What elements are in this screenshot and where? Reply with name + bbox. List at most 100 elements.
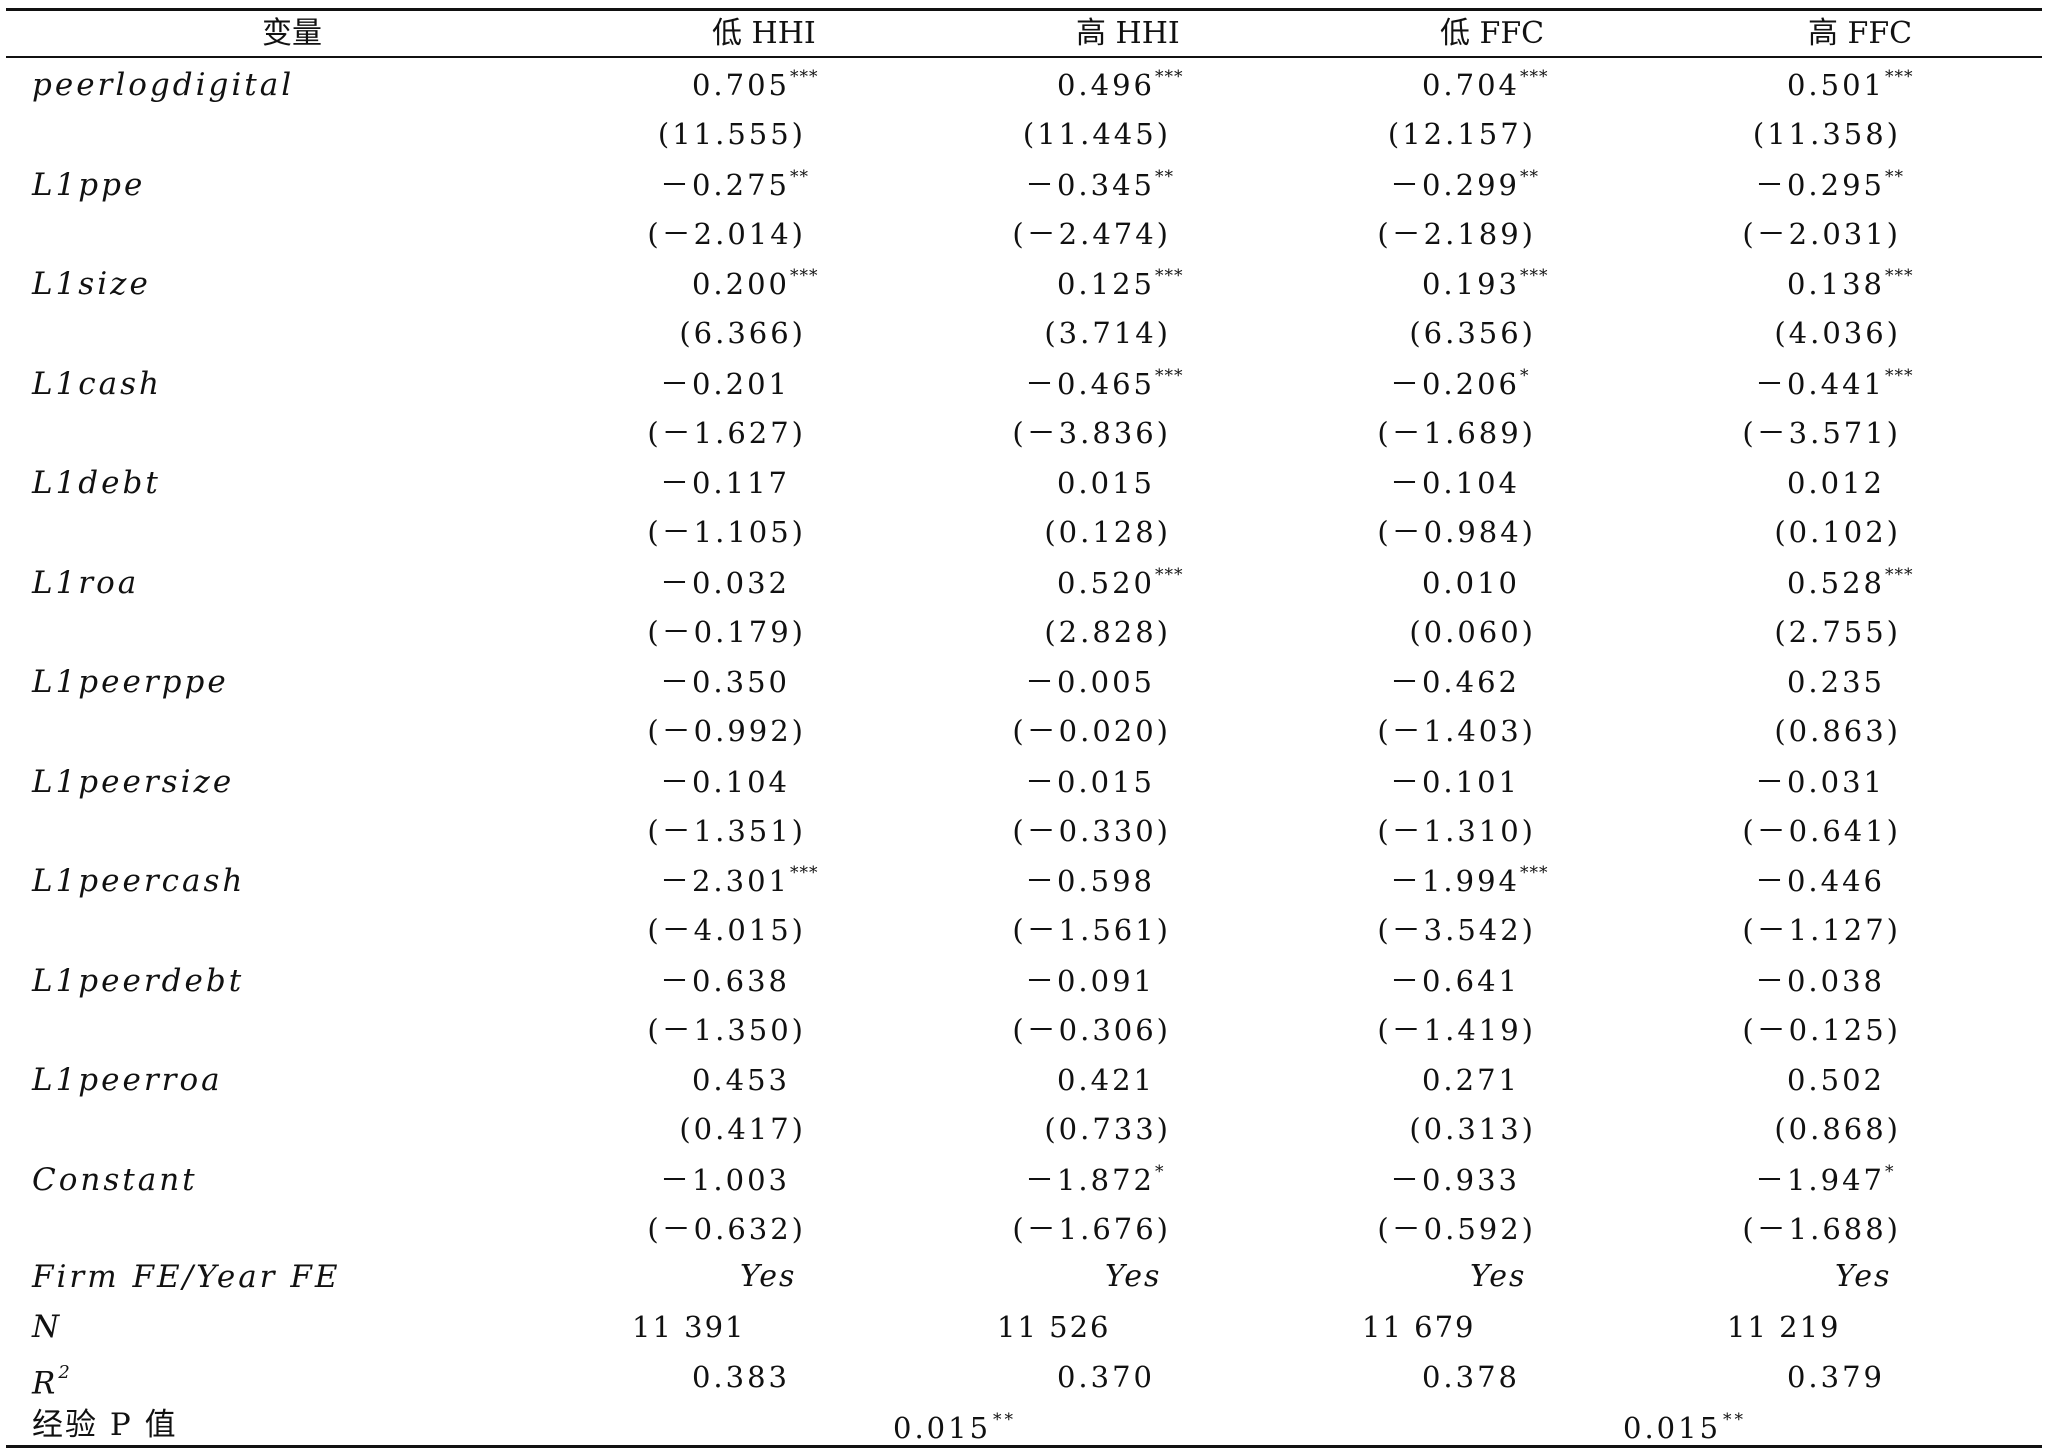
coefficient-cell: －0.117 — [560, 463, 826, 503]
variable-label: peerlogdigital — [32, 67, 295, 103]
variable-label: L1peercash — [32, 863, 246, 899]
coefficient-cell: －0.101 — [1290, 762, 1556, 802]
header-low-ffc: 低 FFC — [1440, 16, 1545, 51]
coefficient-cell: 0.528*** — [1655, 563, 1921, 603]
t-statistic: (－1.561) — [1012, 913, 1171, 947]
t-statistic: (0.102) — [1774, 515, 1901, 549]
t-statistic: (－0.330) — [1012, 814, 1171, 848]
coefficient-value: 0.705 — [691, 68, 790, 102]
coefficient-cell: 0.193*** — [1290, 264, 1556, 304]
coefficient-cell: －1.872* — [925, 1160, 1191, 1200]
variable-label: L1ppe — [32, 167, 146, 203]
significance-stars: *** — [1155, 565, 1184, 585]
t-statistic: (－0.020) — [1012, 714, 1171, 748]
t-statistic: (11.445) — [1022, 117, 1171, 151]
significance-stars: * — [1155, 1162, 1165, 1182]
coefficient-cell: －0.031 — [1655, 762, 1921, 802]
t-statistic: (3.714) — [1044, 316, 1171, 350]
t-statistic: (0.060) — [1409, 615, 1536, 649]
coefficient-cell: －0.345** — [925, 165, 1191, 205]
coefficient-cell: －0.299** — [1290, 165, 1556, 205]
t-statistic: (6.366) — [679, 316, 806, 350]
coefficient-value: 0.496 — [1056, 68, 1155, 102]
t-statistic: (－1.350) — [647, 1013, 806, 1047]
significance-stars: *** — [1520, 863, 1549, 883]
coefficient-cell: 0.125*** — [925, 264, 1191, 304]
r2-value: 0.383 — [560, 1357, 826, 1397]
pvalue-ffc-stars: ** — [1723, 1410, 1747, 1430]
t-statistic: (－0.179) — [647, 615, 806, 649]
variable-label: L1peerdebt — [32, 963, 245, 999]
pvalue-label: 经验 P 值 — [32, 1407, 178, 1443]
t-statistic: (－0.592) — [1377, 1212, 1536, 1246]
coefficient-value: 0.421 — [1056, 1063, 1155, 1097]
coefficient-cell: －0.598 — [925, 861, 1191, 901]
coefficient-cell: 0.235 — [1655, 662, 1921, 702]
coefficient-cell: －0.201 — [560, 364, 826, 404]
t-statistic: (11.555) — [657, 117, 806, 151]
r2-value-text: 0.378 — [1421, 1360, 1520, 1394]
variable-label: L1peersize — [32, 764, 235, 800]
t-statistic: (12.157) — [1387, 117, 1536, 151]
coefficient-value: 0.138 — [1786, 267, 1885, 301]
t-statistic: (－0.632) — [647, 1212, 806, 1246]
significance-stars: *** — [790, 863, 819, 883]
t-statistic: (2.828) — [1044, 615, 1171, 649]
variable-label: L1peerppe — [32, 664, 229, 700]
t-statistic: (－3.836) — [1012, 416, 1171, 450]
coefficient-cell: 0.200*** — [560, 264, 826, 304]
coefficient-value: －0.031 — [1754, 765, 1885, 799]
header-high-ffc: 高 FFC — [1808, 16, 1913, 51]
fe-label: Firm FE/Year FE — [32, 1259, 341, 1295]
coefficient-value: 0.200 — [691, 267, 790, 301]
coefficient-cell: －0.638 — [560, 961, 826, 1001]
pvalue-hhi-stars: ** — [993, 1410, 1017, 1430]
coefficient-value: －1.872 — [1024, 1163, 1155, 1197]
t-statistic: (0.313) — [1409, 1112, 1536, 1146]
coefficient-value: －0.015 — [1024, 765, 1155, 799]
header-low-hhi: 低 HHI — [712, 16, 816, 51]
significance-stars: ** — [1885, 167, 1904, 187]
t-statistic: (－0.984) — [1377, 515, 1536, 549]
pvalue-hhi-text: 0.015 — [893, 1411, 992, 1445]
t-statistic: (－2.014) — [647, 217, 806, 251]
r2-value-text: 0.370 — [1056, 1360, 1155, 1394]
coefficient-value: 0.453 — [691, 1063, 790, 1097]
r2-label: R2 — [32, 1357, 73, 1401]
coefficient-value: 0.012 — [1786, 466, 1885, 500]
coefficient-cell: 0.015 — [925, 463, 1191, 503]
coefficient-cell: 0.496*** — [925, 65, 1191, 105]
t-statistic: (－1.105) — [647, 515, 806, 549]
coefficient-value: －2.301 — [659, 864, 790, 898]
coefficient-value: 0.502 — [1786, 1063, 1885, 1097]
t-statistic: (－0.125) — [1742, 1013, 1901, 1047]
t-statistic: (－3.542) — [1377, 913, 1536, 947]
coefficient-cell: 0.012 — [1655, 463, 1921, 503]
t-statistic: (－2.031) — [1742, 217, 1901, 251]
coefficient-value: －1.994 — [1389, 864, 1520, 898]
coefficient-value: 0.015 — [1056, 466, 1155, 500]
t-statistic: (－1.310) — [1377, 814, 1536, 848]
coefficient-cell: －0.038 — [1655, 961, 1921, 1001]
t-statistic: (－2.189) — [1377, 217, 1536, 251]
t-statistic: (2.755) — [1774, 615, 1901, 649]
coefficient-cell: －1.994*** — [1290, 861, 1556, 901]
t-statistic: (－1.689) — [1377, 416, 1536, 450]
coefficient-value: －0.641 — [1389, 964, 1520, 998]
significance-stars: * — [1885, 1162, 1895, 1182]
coefficient-cell: 0.271 — [1290, 1060, 1556, 1100]
coefficient-value: 0.125 — [1056, 267, 1155, 301]
r2-value-text: 0.379 — [1786, 1360, 1885, 1394]
significance-stars: *** — [1520, 266, 1549, 286]
variable-label: L1peerroa — [32, 1062, 223, 1098]
pvalue-ffc-text: 0.015 — [1623, 1411, 1722, 1445]
coefficient-cell: －0.206* — [1290, 364, 1556, 404]
r2-value: 0.379 — [1655, 1357, 1921, 1397]
coefficient-cell: －0.446 — [1655, 861, 1921, 901]
coefficient-value: －0.201 — [659, 367, 790, 401]
n-value: 11 219 — [1727, 1310, 1841, 1344]
coefficient-cell: －0.104 — [1290, 463, 1556, 503]
coefficient-cell: 0.138*** — [1655, 264, 1921, 304]
header-variable: 变量 — [262, 16, 322, 51]
coefficient-value: 0.501 — [1786, 68, 1885, 102]
